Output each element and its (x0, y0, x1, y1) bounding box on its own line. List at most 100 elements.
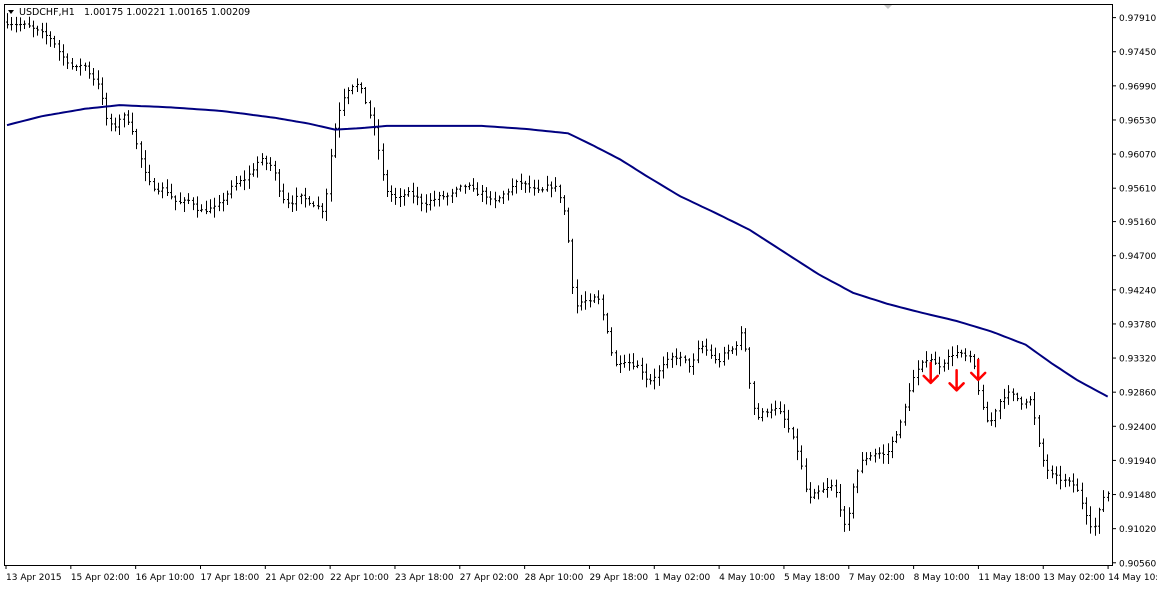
price-bar (899, 419, 902, 439)
price-bar (205, 200, 208, 215)
price-bar (528, 175, 531, 193)
price-bar (153, 178, 156, 192)
price-bar (960, 349, 963, 358)
price-tick-label: 0.95610 (1119, 185, 1156, 195)
price-bar (1076, 478, 1079, 492)
price-bar (252, 163, 255, 177)
price-bar (740, 326, 743, 351)
price-bar (567, 207, 570, 243)
price-bar (895, 430, 898, 444)
scroll-marker-icon[interactable] (884, 5, 892, 9)
price-bars-layer (6, 13, 1110, 536)
time-tick-label: 14 May 10:00 (1108, 573, 1157, 583)
time-tick-label: 13 May 02:00 (1043, 573, 1105, 583)
dropdown-triangle-icon[interactable] (8, 10, 14, 14)
price-bar (364, 86, 367, 105)
price-bar (1046, 454, 1049, 479)
price-bar (235, 175, 238, 191)
price-tick-label: 0.93320 (1119, 355, 1156, 365)
price-bar (45, 22, 48, 45)
price-tick-label: 0.94700 (1119, 252, 1156, 262)
price-bar (848, 507, 851, 531)
price-bar (196, 196, 199, 218)
price-bar (805, 458, 808, 493)
price-tick-label: 0.91940 (1119, 457, 1156, 467)
price-bar (653, 368, 656, 390)
price-bar (23, 20, 26, 30)
time-tick-label: 11 May 18:00 (978, 573, 1040, 583)
price-tick-label: 0.95160 (1119, 218, 1156, 228)
price-bar (317, 196, 320, 210)
price-bar (891, 436, 894, 459)
price-tick-label: 0.91020 (1119, 525, 1156, 535)
price-bar (856, 469, 859, 494)
time-tick-label: 8 May 10:00 (914, 573, 970, 583)
price-bar (58, 40, 61, 61)
price-bar (1085, 497, 1088, 525)
price-bar (1016, 392, 1019, 402)
price-bar (904, 403, 907, 426)
price-bar (451, 188, 454, 204)
price-bar (727, 344, 730, 360)
price-bar (192, 197, 195, 211)
price-bar (71, 58, 74, 70)
price-bar (127, 110, 130, 125)
price-bar (485, 187, 488, 205)
price-bar (148, 164, 151, 186)
price-bar (230, 180, 233, 199)
price-bar (982, 384, 985, 410)
price-bar (701, 341, 704, 354)
price-bar (291, 195, 294, 213)
price-bar (1072, 473, 1075, 493)
price-bar (360, 82, 363, 94)
price-tick-label: 0.93780 (1119, 320, 1156, 330)
price-bar (1064, 473, 1067, 488)
price-bar (757, 403, 760, 420)
price-bar (994, 408, 997, 428)
price-bar (390, 185, 393, 202)
price-bar (166, 179, 169, 196)
chart-header: USDCHF,H1 1.00175 1.00221 1.00165 1.0020… (8, 7, 250, 18)
price-bar (986, 401, 989, 423)
price-bar (420, 193, 423, 212)
price-bar (917, 360, 920, 386)
price-bar (222, 192, 225, 212)
price-bar (688, 358, 691, 373)
price-bar (62, 44, 65, 66)
price-bar (53, 35, 56, 48)
price-bar (1107, 491, 1110, 502)
price-bar (135, 128, 138, 150)
price-bar (295, 187, 298, 211)
price-bar (934, 351, 937, 365)
price-bar (118, 114, 121, 135)
price-bar (593, 294, 596, 303)
price-bar (887, 443, 890, 464)
price-bar (761, 408, 764, 422)
price-bar (826, 478, 829, 498)
price-bar (908, 383, 911, 412)
time-tick-label: 21 Apr 02:00 (265, 573, 324, 583)
price-bar (852, 483, 855, 519)
price-bar (619, 355, 622, 374)
price-bar (723, 346, 726, 366)
price-bar (666, 352, 669, 369)
time-axis: 13 Apr 2015 15 Apr 02:00 16 Apr 10:00 17 Ap… (5, 565, 1157, 583)
price-bar (731, 346, 734, 354)
price-bar (636, 360, 639, 369)
price-bar (753, 381, 756, 415)
price-bar (494, 191, 497, 209)
sell-arrow-icon (922, 361, 939, 385)
price-bar (312, 201, 315, 208)
price-bar (748, 347, 751, 389)
price-bar (813, 488, 816, 499)
price-bar (671, 352, 674, 368)
price-bar (1089, 506, 1092, 534)
price-bar (1025, 398, 1028, 409)
price-bar (1012, 388, 1015, 402)
price-bar (1081, 482, 1084, 510)
price-bar (88, 61, 91, 79)
price-bar (1094, 517, 1097, 536)
time-tick-label: 29 Apr 18:00 (589, 573, 648, 583)
